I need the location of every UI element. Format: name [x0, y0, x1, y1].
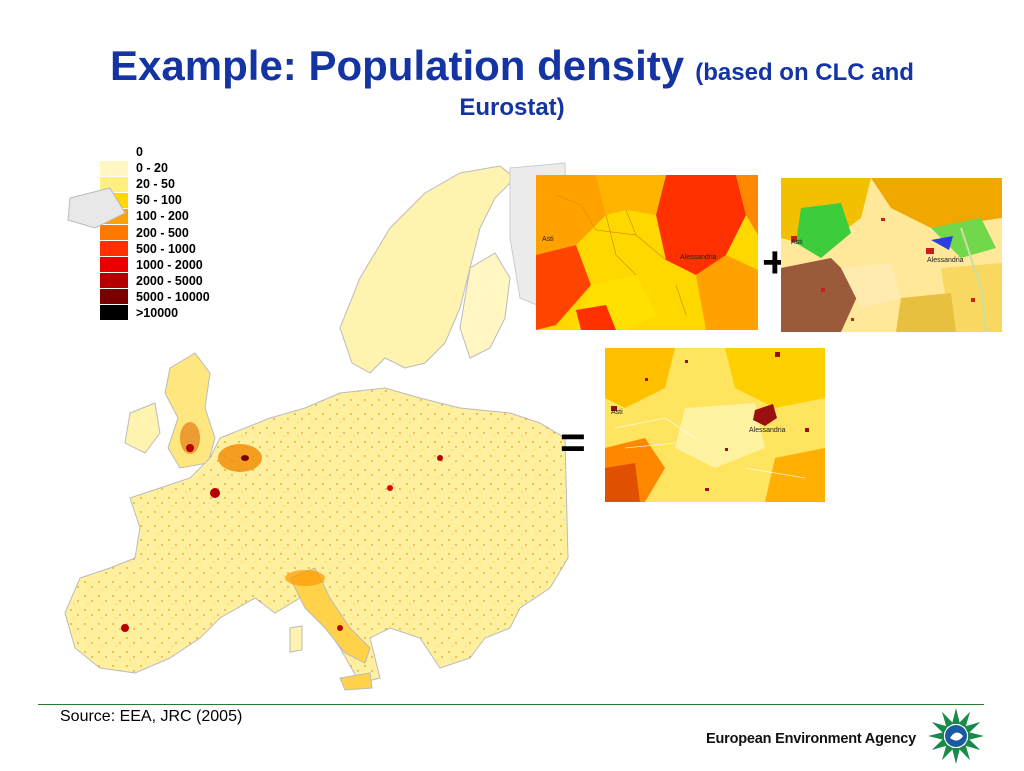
clc-label-alessandria: Alessandria: [927, 257, 964, 264]
footer-divider: [38, 704, 984, 705]
legend-item: >10000: [100, 305, 210, 321]
legend-swatch: [100, 144, 128, 160]
legend-label: 0 - 20: [136, 161, 168, 176]
legend-label: 0: [136, 145, 143, 160]
result-label-alessandria: Alessandria: [749, 427, 786, 434]
eurostat-municipality-map: Asti Alessandria: [536, 175, 758, 335]
legend-swatch: [100, 225, 128, 241]
legend-item: 1000 - 2000: [100, 257, 210, 273]
legend-label: 20 - 50: [136, 177, 175, 192]
legend-swatch: [100, 241, 128, 257]
legend-swatch: [100, 257, 128, 273]
eurostat-label-asti: Asti: [542, 236, 554, 243]
legend-item: 20 - 50: [100, 176, 210, 192]
clc-label-asti: Asti: [791, 239, 803, 246]
title-main: Example: Population density: [110, 42, 685, 89]
title-subtitle-line2: Eurostat): [459, 94, 565, 121]
legend-swatch: [100, 273, 128, 289]
legend-item: 0 - 20: [100, 160, 210, 176]
legend-swatch: [100, 289, 128, 305]
legend-swatch: [100, 176, 128, 192]
clc-landcover-map: Asti Alessandria: [781, 178, 1002, 337]
source-caption: Source: EEA, JRC (2005): [60, 708, 243, 725]
title-subtitle: (based on CLC and: [689, 59, 914, 86]
legend-label: 50 - 100: [136, 193, 182, 208]
result-label-asti: Asti: [611, 409, 623, 416]
slide-title: Example: Population density (based on CL…: [0, 42, 1024, 122]
legend-item: 200 - 500: [100, 224, 210, 241]
legend-label: 2000 - 5000: [136, 273, 203, 288]
legend-label: 500 - 1000: [136, 241, 196, 256]
legend-label: 1000 - 2000: [136, 257, 203, 272]
europe-density-map: [40, 158, 570, 708]
eurostat-label-alessandria: Alessandria: [680, 254, 717, 261]
legend-item: 5000 - 10000: [100, 289, 210, 305]
legend-label: 100 - 200: [136, 209, 189, 224]
legend-swatch: [100, 305, 128, 321]
legend-label: 5000 - 10000: [136, 289, 210, 304]
legend-item: 2000 - 5000: [100, 273, 210, 289]
legend-label: >10000: [136, 305, 179, 320]
eea-logo-icon: [926, 706, 986, 771]
result-density-map: Asti Alessandria: [605, 348, 825, 507]
title-subtitle-line1: (based on CLC and: [695, 59, 914, 86]
legend-swatch: [100, 160, 128, 176]
agency-name: European Environment Agency: [706, 731, 916, 747]
legend-label: 200 - 500: [136, 225, 189, 240]
legend-item: 0: [100, 144, 210, 160]
equals-operator: =: [560, 418, 586, 467]
legend-item: 500 - 1000: [100, 241, 210, 257]
